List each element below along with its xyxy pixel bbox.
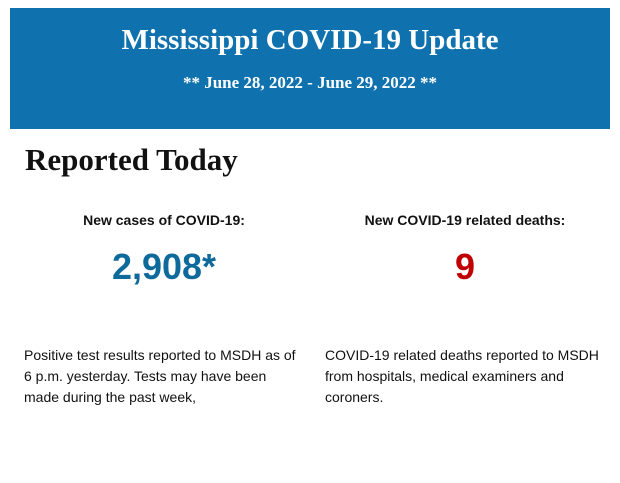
stat-label: New cases of COVID-19: <box>83 212 245 228</box>
title: Mississippi COVID-19 Update <box>121 24 499 56</box>
stat-column: New COVID-19 related deaths: 9 COVID-19 … <box>325 212 605 405</box>
stat-column: New cases of COVID-19: 2,908* Positive t… <box>24 212 304 405</box>
header: Mississippi COVID-19 Update ** June 28, … <box>10 8 610 129</box>
subtitle: ** June 28, 2022 - June 29, 2022 ** <box>182 73 438 92</box>
section-title: Reported Today <box>25 142 238 177</box>
stat-value: 9 <box>454 246 476 287</box>
stat-value: 2,908* <box>111 246 217 287</box>
stat-description: COVID-19 related deaths reported to MSDH… <box>325 347 599 405</box>
stat-label: New COVID-19 related deaths: <box>364 212 566 228</box>
stat-description: Positive test results reported to MSDH a… <box>24 347 296 405</box>
